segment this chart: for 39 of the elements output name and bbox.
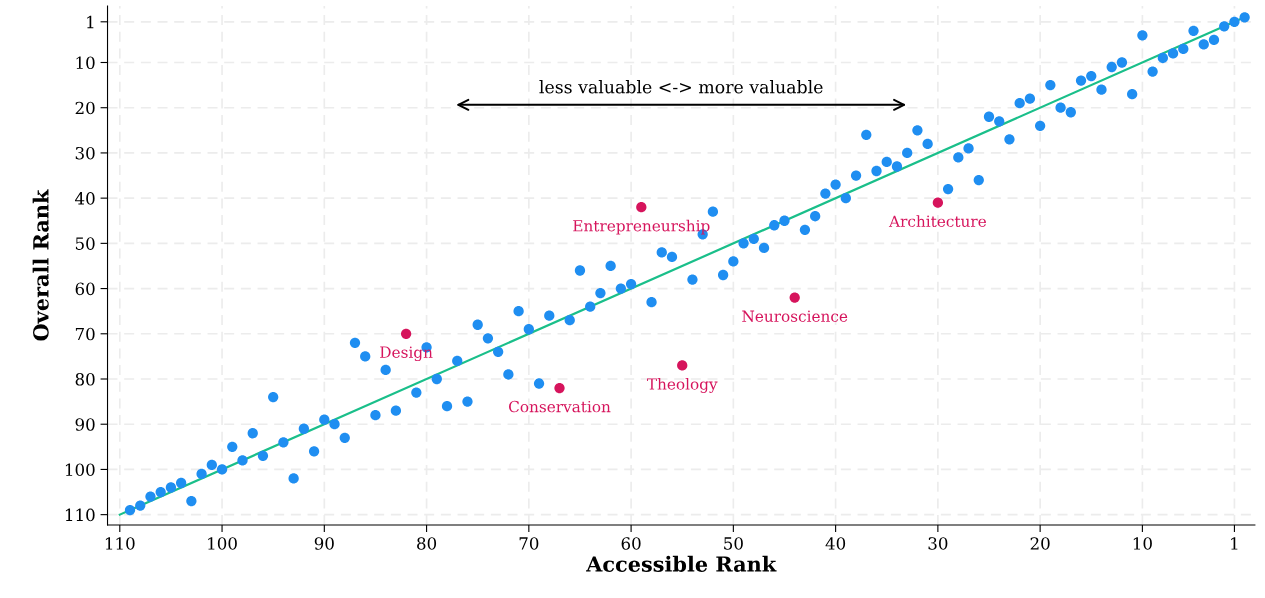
y-tick-label: 50 — [75, 237, 95, 250]
annotation: Theology — [646, 377, 718, 393]
x-tick-label: 60 — [621, 537, 641, 550]
x-tick-label: 10 — [1133, 537, 1152, 550]
annotation: Conservation — [509, 400, 611, 413]
y-tick-label: 70 — [75, 327, 95, 341]
y-tick-label: 40 — [75, 192, 95, 205]
x-tick-label: 1 — [1231, 537, 1238, 550]
y-tick-label: 100 — [65, 463, 95, 476]
y-tick-label: 90 — [75, 418, 95, 431]
x-axis-title: Accessible Rank — [586, 555, 777, 572]
point — [677, 360, 688, 371]
point — [636, 202, 647, 213]
annotation: Entrepreneurship — [573, 219, 710, 235]
x-tick-label: 80 — [417, 537, 437, 550]
y-tick-label: 1 — [87, 15, 94, 29]
point — [400, 328, 412, 339]
y-tick-label: 110 — [65, 508, 95, 522]
y-axis-title: Overall Rank — [32, 189, 49, 341]
x-tick-label: 70 — [519, 537, 539, 550]
x-tick-label: 50 — [724, 537, 743, 550]
annotation: Architecture — [888, 215, 986, 227]
y-tick-label: 10 — [76, 56, 95, 70]
x-tick-label: 20 — [1030, 537, 1050, 550]
x-tick-label: 30 — [928, 537, 948, 550]
y-tick-label: 80 — [75, 372, 95, 386]
x-tick-label: 110 — [105, 537, 135, 550]
annotation: less valuable <-> more valuable — [539, 80, 823, 94]
x-tick-label: 100 — [208, 537, 237, 550]
x-tick-label: 40 — [825, 537, 846, 550]
annotation: Design — [380, 346, 433, 362]
y-tick-label: 20 — [75, 101, 95, 115]
point — [932, 197, 944, 208]
point — [554, 382, 565, 394]
point — [789, 292, 800, 303]
x-tick-label: 90 — [314, 537, 334, 550]
y-tick-label: 30 — [75, 146, 95, 160]
annotation: Neuroscience — [742, 310, 848, 322]
y-tick-label: 60 — [75, 282, 95, 296]
